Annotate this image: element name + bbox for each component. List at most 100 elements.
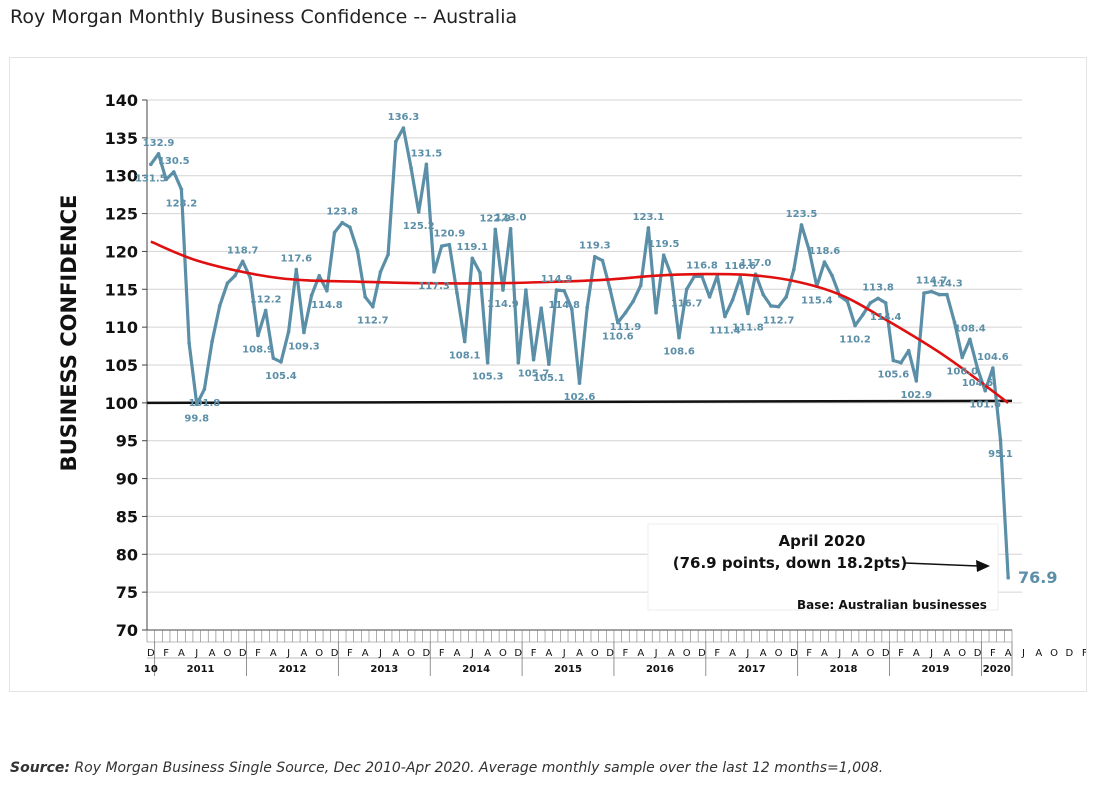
ytick-label-70: 70: [116, 621, 138, 640]
data-point: [164, 177, 168, 182]
month-label: J: [654, 648, 658, 659]
data-point: [807, 248, 811, 252]
data-label: 99.8: [184, 413, 209, 424]
data-label: 123.8: [326, 207, 358, 218]
month-label: D: [514, 648, 522, 659]
data-point: [432, 270, 436, 274]
data-point: [883, 301, 888, 305]
year-label-2016: 2016: [646, 664, 674, 675]
data-label: 111.8: [732, 323, 764, 334]
data-label: 115.4: [801, 295, 833, 306]
data-label: 123.0: [495, 213, 527, 224]
data-label: 108.9: [242, 344, 274, 355]
month-label: J: [929, 648, 933, 659]
month-label: A: [362, 648, 369, 659]
series-trend: [150, 240, 1009, 404]
data-point: [707, 295, 712, 299]
data-label: 122.9: [479, 213, 511, 224]
data-point: [332, 230, 337, 235]
data-point: [776, 304, 781, 309]
chart-frame: 70 75 80 85 90 95 100 105 110 115 120 125 130 135 140 …: [9, 57, 1087, 692]
data-point: [577, 381, 582, 385]
month-label: F: [714, 648, 720, 659]
data-label: 104.6: [977, 352, 1009, 363]
month-label: F: [623, 648, 629, 659]
data-point: [455, 291, 459, 295]
data-label: 116.6: [724, 261, 756, 272]
month-label: F: [1082, 648, 1086, 659]
final-value-label: 76.9: [1018, 568, 1057, 587]
month-label: A: [668, 648, 675, 659]
data-point: [302, 330, 306, 335]
data-point: [899, 360, 903, 365]
month-label: D: [790, 648, 798, 659]
ytick-label-90: 90: [116, 470, 138, 489]
year-label-2019: 2019: [922, 664, 950, 675]
data-label: 110.6: [602, 332, 634, 343]
year-label-2011: 2011: [187, 664, 215, 675]
data-label: 108.6: [663, 347, 695, 358]
month-label: O: [223, 648, 231, 659]
data-labels: 131.5 132.9 130.5 128.2 99.8 101.8 118.7 108.9 1…: [135, 112, 1013, 460]
data-point: [623, 310, 628, 315]
page-title: Roy Morgan Monthly Business Confidence -…: [10, 6, 518, 28]
data-point: [493, 227, 498, 232]
data-point: [263, 308, 268, 313]
data-point: [784, 295, 788, 299]
data-label: 120.9: [434, 229, 466, 240]
data-label: 119.3: [579, 241, 611, 252]
data-point: [279, 360, 283, 364]
data-point: [439, 244, 444, 248]
data-point: [952, 320, 957, 325]
data-label: 116.8: [686, 260, 718, 271]
data-label: 101.8: [189, 398, 221, 409]
data-point: [792, 267, 796, 272]
month-label: J: [1021, 648, 1025, 659]
data-point: [860, 313, 865, 317]
data-label: 118.7: [227, 245, 259, 256]
month-label: A: [392, 648, 399, 659]
data-label: 111.4: [709, 326, 741, 337]
data-point: [187, 341, 191, 345]
data-point: [485, 360, 490, 365]
data-point: [906, 348, 911, 353]
month-label: F: [898, 648, 904, 659]
data-label: 104.5: [962, 378, 994, 389]
data-point: [202, 387, 207, 392]
data-point: [968, 337, 972, 342]
data-label: 114.3: [931, 279, 963, 290]
annotation-box: [647, 523, 999, 611]
month-label: A: [576, 648, 583, 659]
ytick-label-80: 80: [116, 545, 138, 564]
data-point: [945, 292, 949, 297]
ytick-label-135: 135: [105, 129, 138, 148]
month-label: O: [407, 648, 415, 659]
year-label-2012: 2012: [279, 664, 307, 675]
month-label: A: [760, 648, 767, 659]
data-point: [340, 220, 344, 225]
data-point: [240, 259, 245, 264]
data-point: [156, 151, 161, 156]
data-point: [371, 304, 375, 309]
data-point: [325, 289, 329, 293]
month-label: J: [194, 648, 198, 659]
data-label: 128.2: [166, 198, 198, 209]
data-point: [991, 366, 995, 370]
data-point: [738, 275, 743, 279]
month-label: O: [315, 648, 323, 659]
month-label: O: [499, 648, 507, 659]
data-point: [822, 260, 827, 264]
month-label: O: [683, 648, 691, 659]
month-label: A: [545, 648, 552, 659]
data-label: 131.5: [411, 148, 443, 159]
ytick-label-95: 95: [116, 432, 138, 451]
month-label: J: [286, 648, 290, 659]
source-label: Source:: [10, 760, 70, 776]
data-point: [424, 162, 429, 167]
data-point: [654, 310, 658, 315]
data-point: [853, 323, 857, 328]
source-text: Roy Morgan Business Single Source, Dec 2…: [69, 760, 884, 776]
data-label: 114.7: [916, 276, 948, 287]
data-point: [286, 329, 291, 334]
